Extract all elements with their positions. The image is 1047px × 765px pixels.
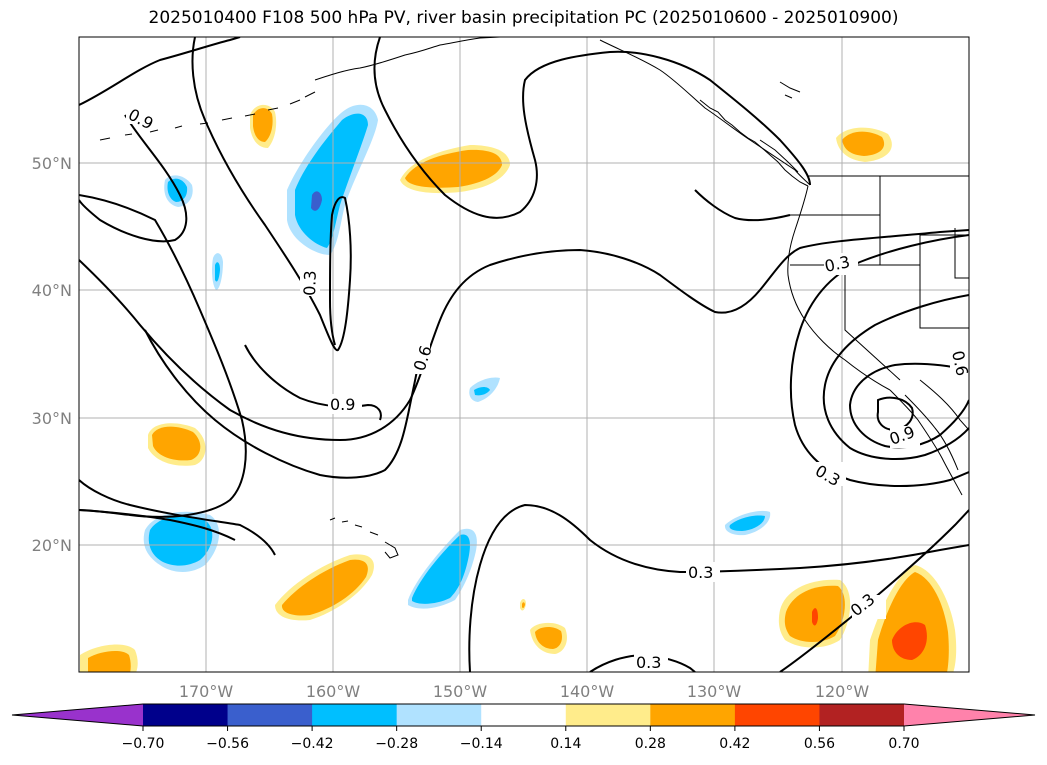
haida-gwaii — [779, 81, 801, 99]
gulf-california — [904, 394, 959, 471]
colorbar-tick-label: 0.70 — [888, 736, 919, 752]
pos-region — [152, 426, 201, 461]
coastlines — [99, 37, 969, 559]
pv-contour-0.3-west-north — [694, 189, 791, 222]
lon-label-160: 160°W — [306, 682, 361, 701]
figure-title: 2025010400 F108 500 hPa PV, river basin … — [148, 8, 899, 28]
contour-labels: 0.9 0.3 0.6 0.9 0.3 0.3 0.3 0.3 0.3 0.9 — [125, 104, 972, 672]
colorbar-tick-label: −0.70 — [122, 736, 165, 752]
pv-contour-0.3-subtropical — [468, 503, 969, 672]
contour-label: 0.3 — [636, 653, 661, 672]
neg-region — [311, 191, 322, 211]
pos-region — [842, 131, 885, 156]
pos-region — [892, 622, 927, 660]
pv-contour-cutoff-inner — [848, 362, 969, 449]
alaska-coast — [314, 37, 501, 81]
gridlines — [79, 37, 969, 672]
colorbar-tick-label: −0.28 — [375, 736, 418, 752]
pv-contour-western-trough — [79, 194, 247, 518]
pos-shading — [80, 104, 957, 672]
pv-contour-0.3-north — [373, 37, 811, 219]
pos-region — [88, 651, 131, 672]
colorbar-bin — [565, 704, 651, 726]
pos-region — [253, 108, 273, 142]
lon-label-140: 140°W — [560, 682, 615, 701]
colorbar-tick-label: −0.56 — [206, 736, 249, 752]
map-content: 0.9 0.3 0.6 0.9 0.3 0.3 0.3 0.3 0.3 0.9 — [79, 37, 972, 672]
pos-region — [522, 602, 525, 609]
colorbar-bin — [650, 704, 736, 726]
bc-coast — [699, 99, 809, 187]
colorbar-extend-under — [12, 704, 143, 726]
neg-region — [215, 262, 220, 282]
colorbar-tick-label: −0.14 — [460, 736, 503, 752]
lon-label-130: 130°W — [687, 682, 742, 701]
colorbar-tick-label: 0.42 — [719, 736, 750, 752]
colorbar-bins — [143, 704, 905, 726]
pv-contour-0.3-south — [79, 509, 236, 541]
alaska-gulf-coast — [599, 39, 811, 186]
vancouver-island — [759, 139, 799, 173]
contour-label: 0.9 — [330, 395, 355, 414]
pv-contour-0.3-deep-trough — [191, 37, 352, 352]
pv-contour-0.9-inner — [144, 329, 421, 479]
baja-coast — [889, 389, 963, 496]
neg-region — [148, 515, 213, 566]
colorbar-bin — [481, 704, 567, 726]
colorbar-tick-label: 0.28 — [635, 736, 666, 752]
lat-label-50: 50°N — [32, 154, 72, 173]
map-frame — [78, 36, 970, 673]
pv-contour-0.9-loop — [79, 114, 188, 243]
hawaii-islands — [329, 517, 399, 559]
pos-region — [281, 559, 368, 616]
pos-region — [535, 626, 563, 649]
aleutian-islands — [99, 91, 316, 141]
neg-region — [729, 515, 765, 531]
pv-contour-0.6 — [79, 229, 969, 442]
neg-region — [412, 534, 470, 604]
colorbar-bin — [819, 704, 905, 726]
us-state-borders — [790, 176, 969, 381]
contour-label: 0.3 — [688, 563, 713, 582]
colorbar-bin — [143, 704, 229, 726]
colorbar-bin — [312, 704, 398, 726]
colorbar-ticks: −0.70 −0.56 −0.42 −0.28 −0.14 0.14 0.28 0.42 0.5… — [122, 726, 920, 752]
pv-contour-0.3-mid — [79, 479, 276, 556]
lon-axis-labels: 170°W 160°W 150°W 140°W 130°W 120°W — [179, 682, 870, 701]
contour-label: 0.3 — [300, 270, 320, 296]
lat-axis-labels: 50°N 40°N 30°N 20°N — [32, 154, 72, 555]
pv-contour-0.9-north — [79, 37, 241, 106]
lat-label-30: 30°N — [32, 409, 72, 428]
mexico-mainland — [919, 379, 969, 431]
contour-label: 0.3 — [823, 252, 852, 276]
colorbar-bin — [734, 704, 820, 726]
lat-label-20: 20°N — [32, 536, 72, 555]
us-west-coast — [787, 185, 891, 391]
colorbar-tick-label: 0.56 — [804, 736, 835, 752]
colorbar-bin — [396, 704, 482, 726]
neg-region — [295, 113, 368, 248]
lat-label-40: 40°N — [32, 281, 72, 300]
colorbar-tick-label: 0.14 — [550, 736, 581, 752]
colorbar-extend-over — [904, 704, 1035, 726]
lon-label-120: 120°W — [815, 682, 870, 701]
pv-contours — [79, 37, 969, 672]
colorbar: −0.70 −0.56 −0.42 −0.28 −0.14 0.14 0.28 0.42 0.5… — [11, 703, 1036, 752]
lon-label-170: 170°W — [179, 682, 234, 701]
pv-contour-cutoff-core — [876, 396, 914, 432]
pv-contour-cutoff-outer — [789, 234, 969, 487]
pos-region — [812, 608, 818, 626]
neg-region — [474, 387, 490, 396]
lon-label-150: 150°W — [433, 682, 488, 701]
colorbar-tick-label: −0.42 — [291, 736, 334, 752]
contour-label: 0.6 — [948, 349, 972, 378]
pv-contour-cutoff-mid — [822, 294, 969, 460]
colorbar-bin — [227, 704, 313, 726]
